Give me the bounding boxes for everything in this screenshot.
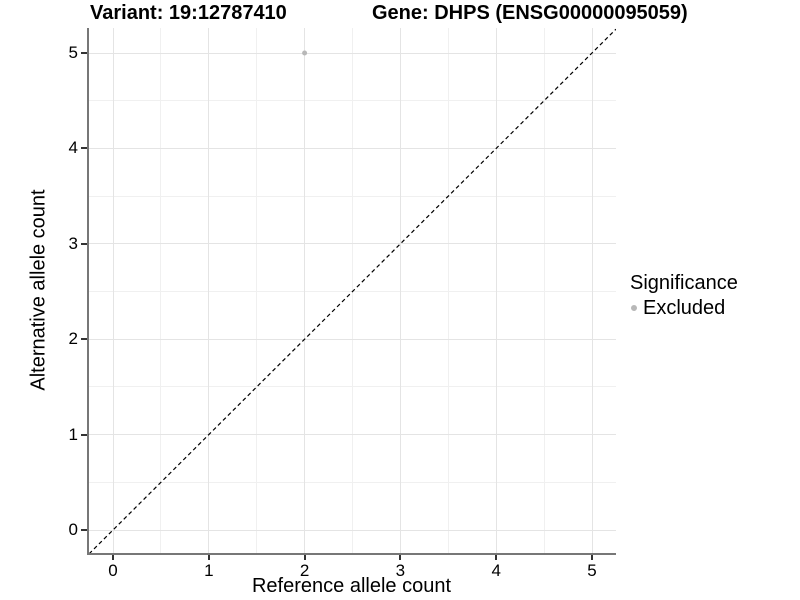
- x-tick-label: 4: [491, 561, 501, 580]
- x-tick-label: 5: [587, 561, 597, 580]
- y-tick-mark: [81, 433, 87, 436]
- x-tick-label: 3: [395, 561, 406, 580]
- identity-dashed-line: [89, 28, 616, 553]
- plot-panel: [87, 28, 616, 555]
- y-tick-label: 1: [68, 424, 78, 444]
- legend-items: Excluded: [630, 297, 798, 319]
- y-tick-label: 3: [68, 233, 78, 253]
- gridline-major-horizontal: [89, 147, 616, 149]
- y-tick-mark: [81, 529, 87, 531]
- x-tick-label: 2: [299, 561, 310, 580]
- gridline-major-horizontal: [89, 434, 616, 436]
- gridline-minor-horizontal: [89, 195, 616, 197]
- legend: Significance Excluded: [630, 271, 798, 319]
- x-axis-title: Reference allele count: [251, 575, 451, 597]
- gridline-major-horizontal: [89, 529, 616, 531]
- gridline-major-horizontal: [89, 243, 616, 245]
- y-tick-mark: [81, 147, 87, 150]
- plot-title-gene: Gene: DHPS (ENSG00000095059): [372, 2, 688, 24]
- plot-title-variant: Variant: 19:12787410: [90, 2, 287, 24]
- gridline-major-vertical: [591, 28, 593, 553]
- gridline-minor-horizontal: [89, 481, 616, 483]
- x-tick-label: 1: [204, 561, 214, 580]
- gridline-minor-vertical: [447, 28, 449, 553]
- x-tick-label: 0: [108, 561, 118, 580]
- x-tick-mark: [303, 555, 306, 560]
- legend-item: Excluded: [630, 297, 798, 319]
- plot-layer: [89, 28, 616, 553]
- gridline-major-horizontal: [89, 52, 616, 54]
- y-axis-title: Alternative allele count: [27, 189, 50, 391]
- gridline-minor-vertical: [160, 28, 162, 553]
- x-tick-mark: [112, 555, 114, 560]
- y-tick-mark: [81, 242, 87, 245]
- gridline-minor-horizontal: [89, 100, 616, 102]
- gridline-major-horizontal: [89, 338, 616, 340]
- legend-item-label: Excluded: [643, 297, 726, 319]
- gridline-minor-vertical: [352, 28, 353, 553]
- y-tick-label: 4: [68, 138, 78, 158]
- gridline-major-vertical: [304, 28, 306, 553]
- y-tick-label: 0: [68, 520, 78, 539]
- data-point: [302, 50, 308, 56]
- x-tick-mark: [591, 555, 593, 560]
- gridline-major-vertical: [112, 28, 114, 553]
- gridline-major-vertical: [208, 28, 210, 553]
- y-tick-label: 2: [68, 329, 78, 349]
- gridline-major-vertical: [399, 28, 401, 553]
- y-tick-mark: [81, 338, 87, 341]
- x-tick-mark: [399, 555, 402, 560]
- legend-title: Significance: [630, 272, 738, 294]
- x-tick-mark: [495, 555, 498, 560]
- gridline-major-vertical: [495, 28, 497, 553]
- y-tick-label: 5: [68, 43, 78, 62]
- gridline-minor-vertical: [543, 28, 545, 553]
- x-tick-mark: [207, 555, 210, 560]
- legend-marker-icon: [631, 305, 637, 311]
- gridline-minor-horizontal: [89, 386, 616, 388]
- y-tick-mark: [81, 52, 87, 54]
- gridline-minor-vertical: [256, 28, 258, 553]
